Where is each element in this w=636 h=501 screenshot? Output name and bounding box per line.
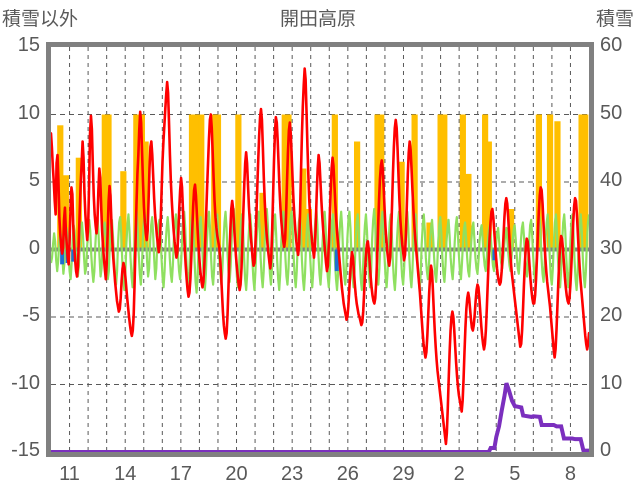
right-axis-tick-label: 40 xyxy=(600,169,623,191)
precipitation-bar xyxy=(101,114,108,250)
left-axis-tick-label: 0 xyxy=(28,236,40,259)
snowfall-bar xyxy=(60,249,65,265)
x-axis-tick-label: 29 xyxy=(392,463,415,485)
left-axis-tick-label: -10 xyxy=(11,371,40,394)
temperature-series-line xyxy=(51,67,589,446)
precipitation-bar xyxy=(546,114,554,250)
precipitation-bar xyxy=(441,114,448,250)
right-axis-tick-label: 60 xyxy=(600,34,623,56)
x-axis-tick-label: 23 xyxy=(281,463,304,485)
precipitation-bar xyxy=(281,114,288,250)
snowfall-bar xyxy=(71,249,76,262)
plot-inner xyxy=(51,47,589,452)
precipitation-bar xyxy=(259,192,266,250)
precipitation-bar xyxy=(188,114,196,250)
precipitation-bar xyxy=(485,141,492,250)
precipitation-bar xyxy=(105,114,112,250)
left-axis-tick-label: 5 xyxy=(28,169,40,191)
right-axis-tick-label: 0 xyxy=(600,439,612,461)
snowfall-bar xyxy=(492,249,497,261)
precipitation-bar xyxy=(214,114,222,250)
left-axis-tick-label: 15 xyxy=(17,34,40,56)
precipitation-bar xyxy=(198,114,205,250)
precipitation-bar xyxy=(465,173,472,250)
left-axis-tick-label: 10 xyxy=(17,101,40,124)
precipitation-bar xyxy=(354,141,361,250)
right-axis-title: 積雪 xyxy=(595,9,634,30)
right-axis-tick-label: 10 xyxy=(600,371,623,394)
precipitation-bar xyxy=(554,121,561,250)
left-axis-tick-label: -5 xyxy=(22,304,40,326)
left-axis-tick-label: -15 xyxy=(11,439,40,461)
precipitation-bar xyxy=(235,114,242,250)
plot-area xyxy=(46,42,594,457)
precipitation-bar xyxy=(398,161,405,250)
x-axis-tick-label: 17 xyxy=(169,463,192,485)
x-axis-tick-label: 20 xyxy=(225,463,248,485)
snowfall-bar xyxy=(334,249,339,272)
right-axis-tick-label: 50 xyxy=(600,101,623,124)
snow-depth-series-line xyxy=(51,382,589,452)
precipitation-bar xyxy=(535,114,543,250)
x-axis-tick-label: 5 xyxy=(509,463,521,485)
right-axis-tick-label: 20 xyxy=(600,304,623,326)
precipitation-bar xyxy=(482,114,489,250)
x-axis-tick-label: 14 xyxy=(114,463,137,485)
wind-series-line xyxy=(51,207,589,294)
precipitation-bar xyxy=(57,125,64,250)
precipitation-bar xyxy=(300,168,307,250)
x-axis-tick-label: 26 xyxy=(336,463,359,485)
precipitation-bar xyxy=(411,114,418,250)
left-axis-title: 積雪以外 xyxy=(2,9,79,30)
precipitation-bar xyxy=(582,114,589,250)
precipitation-bar xyxy=(459,114,466,250)
chart-title: 開田高原 xyxy=(279,9,356,30)
chart-canvas xyxy=(51,47,589,452)
precipitation-bar xyxy=(578,114,585,250)
precipitation-bar xyxy=(378,114,385,250)
precipitation-bar xyxy=(120,171,127,250)
precipitation-bar xyxy=(285,114,292,250)
x-axis-tick-label: 11 xyxy=(59,463,80,485)
precipitation-bar xyxy=(374,114,381,250)
precipitation-bar xyxy=(437,114,444,250)
x-axis-tick-label: 8 xyxy=(564,463,576,485)
precipitation-bar xyxy=(142,141,149,250)
right-axis-tick-label: 30 xyxy=(600,236,623,259)
precipitation-bar xyxy=(507,209,515,250)
x-axis-tick-label: 2 xyxy=(453,463,465,485)
precipitation-bar xyxy=(194,114,201,250)
